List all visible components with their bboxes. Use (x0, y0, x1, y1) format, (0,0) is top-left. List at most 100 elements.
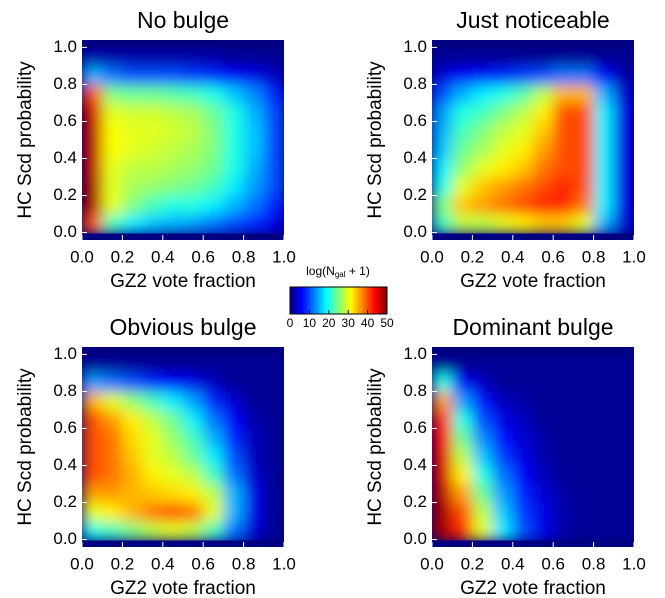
y-tick-label: 0.6 (403, 111, 427, 130)
heatmap-cell (102, 214, 123, 234)
heatmap-cell (183, 428, 204, 448)
y-tick-label: 0.0 (53, 222, 77, 241)
heatmap-cell (452, 502, 473, 522)
heatmap-cell (203, 428, 224, 448)
heatmap-cell (492, 428, 514, 448)
x-tick-label: 0.8 (582, 247, 606, 266)
heatmap-cell (203, 214, 224, 234)
x-tick-label: 1.0 (272, 247, 296, 266)
colorbar-swatch (302, 287, 305, 314)
heatmap-cell (452, 102, 473, 122)
heatmap-cell (432, 65, 453, 85)
heatmap-cell (613, 140, 634, 160)
colorbar-swatch (382, 287, 385, 314)
heatmap-cell (533, 502, 554, 522)
heatmap-cell (573, 121, 595, 141)
colorbar-swatch (336, 287, 339, 314)
colorbar-swatch (343, 287, 346, 314)
heatmap-cell (472, 465, 494, 485)
heatmap-cell (533, 140, 554, 160)
heatmap-cell (593, 484, 615, 504)
heatmap-cell (183, 140, 204, 160)
heatmap-cell (452, 521, 473, 541)
colorbar-swatch (375, 287, 378, 314)
heatmap-cell (82, 484, 103, 504)
heatmap-cell (142, 409, 164, 429)
heatmap-cell (122, 354, 144, 374)
heatmap-cell (472, 484, 494, 504)
heatmap-cell (263, 502, 284, 522)
colorbar-swatch (374, 287, 377, 314)
heatmap-cell (183, 484, 204, 504)
heatmap-cell (573, 158, 595, 178)
heatmap-cell (223, 177, 245, 197)
colorbar-frame (289, 286, 388, 315)
x-tick-label: 0.8 (582, 554, 606, 573)
heatmap-cell (573, 428, 595, 448)
heatmap-cell (162, 465, 184, 485)
heatmap-cell (533, 409, 554, 429)
heatmap-cell (613, 121, 634, 141)
heatmap-cell (243, 102, 265, 122)
heatmap-cell (533, 521, 554, 541)
x-axis-label: GZ2 vote fraction (110, 271, 256, 292)
heatmap-cell (432, 502, 453, 522)
heatmap-cell (472, 502, 494, 522)
heatmap-cell (263, 521, 284, 541)
heatmap-cell (472, 177, 494, 197)
heatmap-cell (162, 65, 184, 85)
heatmap-cell (472, 140, 494, 160)
heatmap-cell (82, 502, 103, 522)
heatmap-cell (162, 140, 184, 160)
heatmap-cell (223, 214, 245, 234)
heatmap-cell (263, 47, 284, 67)
heatmap-cell (492, 447, 514, 467)
heatmap-cell (102, 465, 123, 485)
heatmap-cell (533, 177, 554, 197)
colorbar-swatch (298, 287, 301, 314)
heatmap-cells (82, 354, 284, 541)
heatmap-cell (263, 409, 284, 429)
heatmap-panel (82, 347, 284, 547)
heatmap-cell (122, 140, 144, 160)
x-tick-label: 0.8 (232, 247, 256, 266)
heatmap-cell (122, 121, 144, 141)
colorbar-swatch (322, 287, 325, 314)
heatmap-cell (183, 84, 204, 104)
heatmap-cell (512, 354, 534, 374)
heatmap-cell (102, 409, 123, 429)
x-tick-label: 1.0 (272, 554, 296, 573)
heatmap-cell (162, 447, 184, 467)
heatmap-cell (122, 47, 144, 67)
heatmap-cell (613, 177, 634, 197)
x-tick-label: 0.4 (501, 554, 525, 573)
x-tick-label: 0.2 (461, 247, 485, 266)
heatmap-cell (142, 214, 164, 234)
heatmap-cell (263, 140, 284, 160)
heatmap-cell (512, 195, 534, 215)
heatmap-cell (553, 354, 574, 374)
heatmap-cell (203, 372, 224, 392)
heatmap-cell (432, 484, 453, 504)
heatmap-cell (432, 195, 453, 215)
heatmap-cell (223, 121, 245, 141)
heatmap-cell (223, 158, 245, 178)
colorbar-swatch (340, 287, 343, 314)
heatmap-cell (472, 47, 494, 67)
heatmap-cell (553, 372, 574, 392)
heatmap-cell (573, 447, 595, 467)
heatmap-cell (553, 428, 574, 448)
colorbar-swatch (348, 287, 351, 314)
heatmap-cell (142, 65, 164, 85)
heatmap-cell (492, 158, 514, 178)
y-tick-label: 0.4 (53, 455, 77, 474)
heatmap-cell (472, 409, 494, 429)
heatmap-cell (263, 354, 284, 374)
heatmap-cell (593, 195, 615, 215)
heatmap-cell (122, 428, 144, 448)
heatmap-cell (223, 372, 245, 392)
heatmap-cell (223, 354, 245, 374)
heatmap-cell (102, 177, 123, 197)
y-tick-label: 0.4 (403, 148, 427, 167)
heatmap-cell (573, 102, 595, 122)
